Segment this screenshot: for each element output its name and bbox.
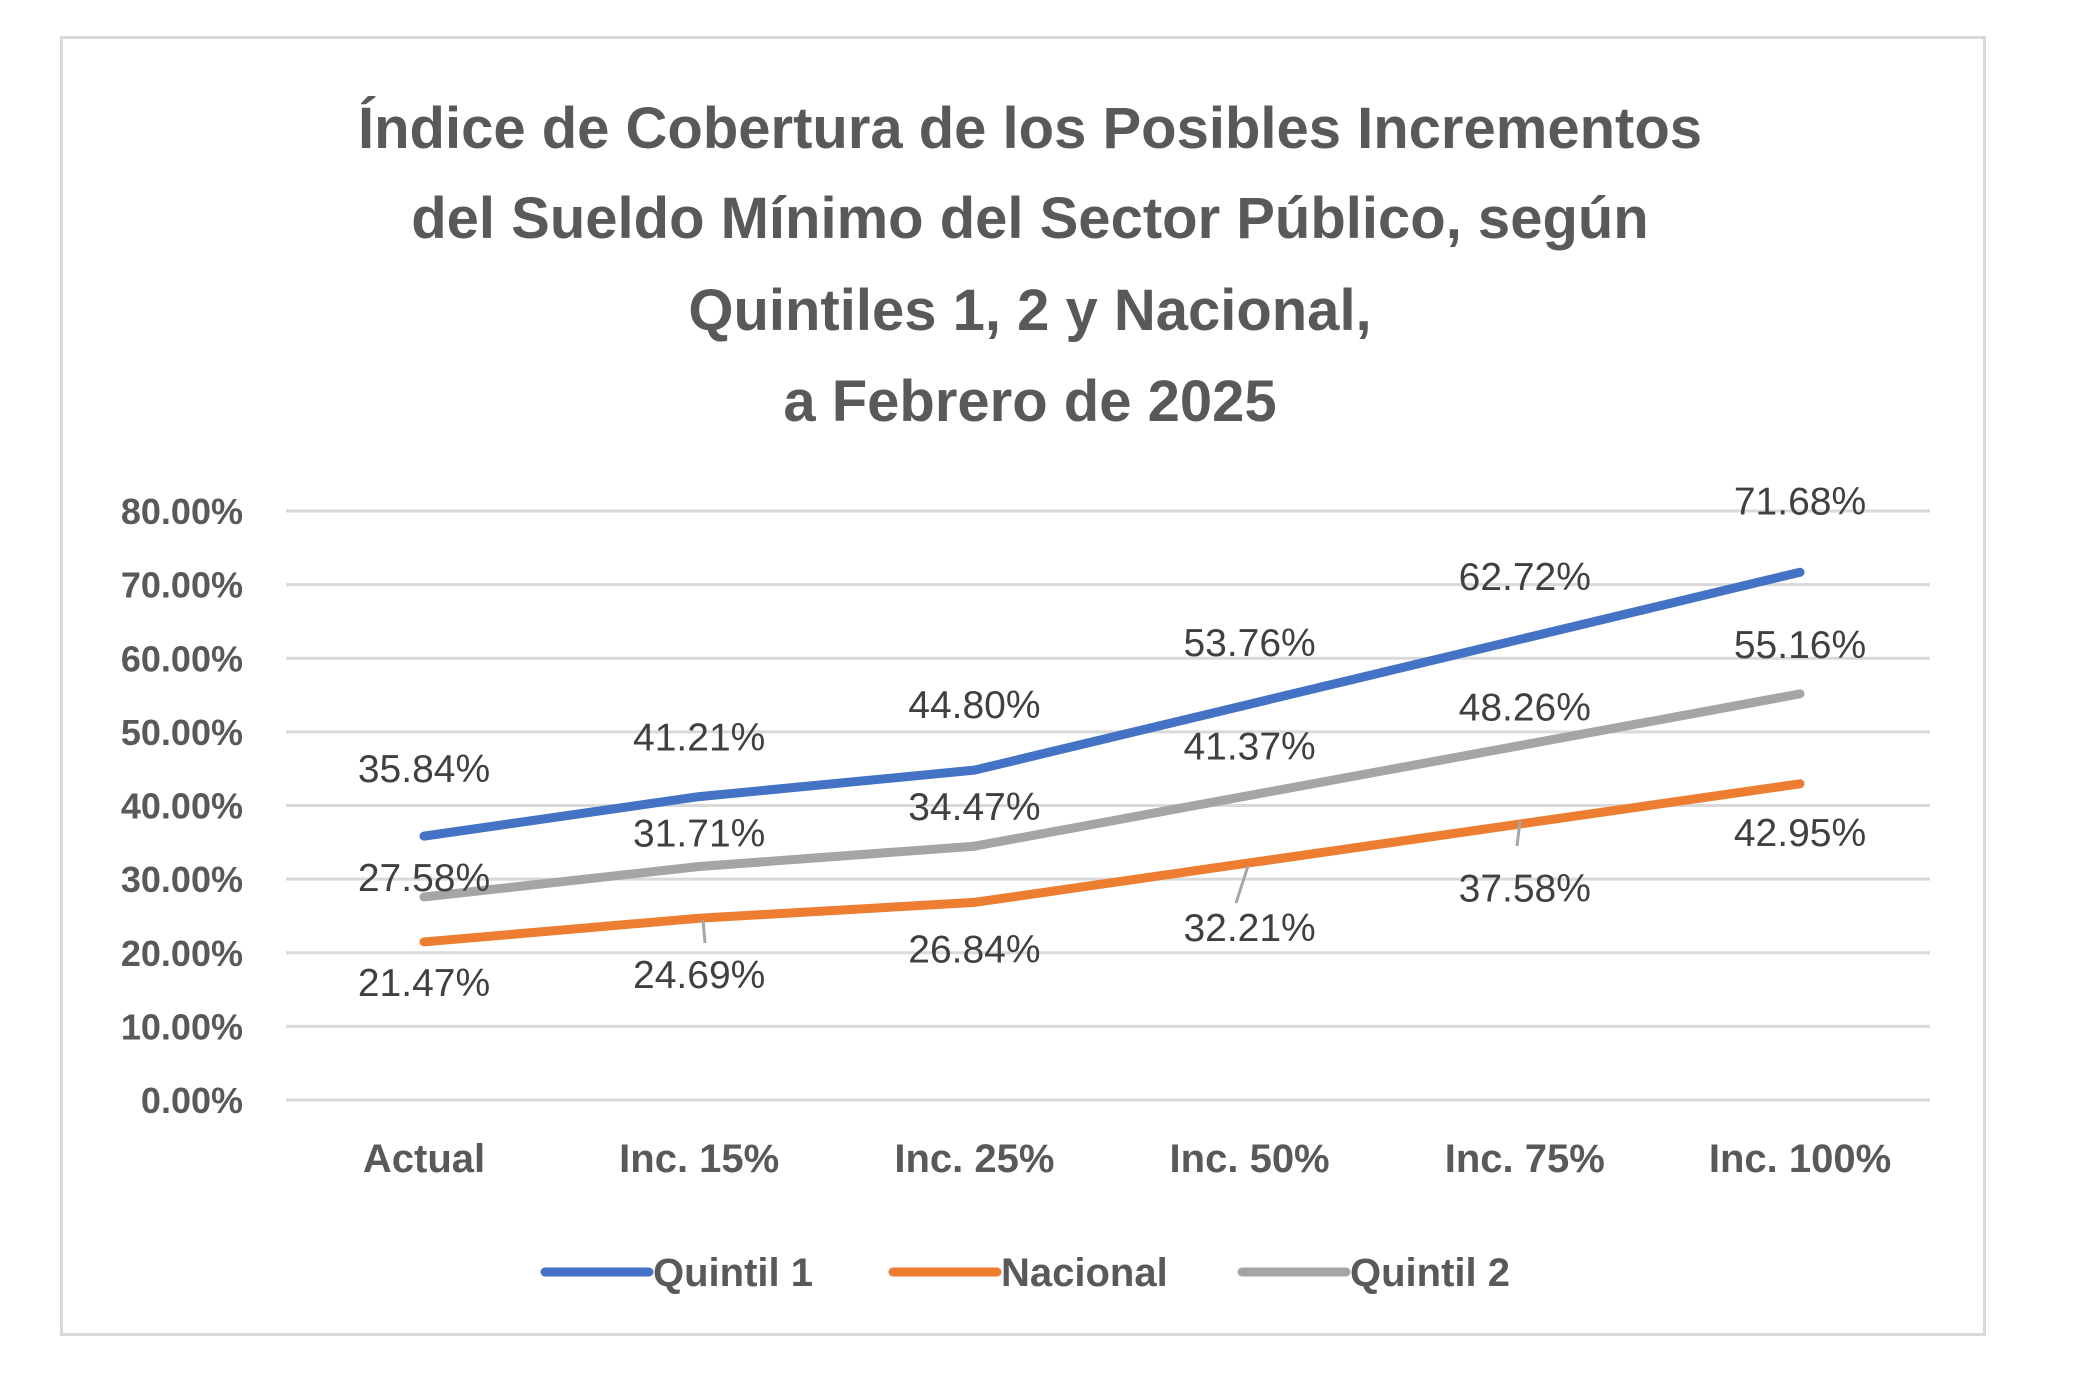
data-label-leader xyxy=(701,919,707,944)
data-label: 24.69% xyxy=(633,954,765,997)
data-label: 31.71% xyxy=(633,813,765,856)
x-tick-label: Inc. 25% xyxy=(894,1137,1054,1181)
data-label: 42.95% xyxy=(1734,812,1866,855)
data-label: 44.80% xyxy=(908,684,1040,727)
series-line-nacional xyxy=(419,779,1805,947)
legend: Quintil 1 Nacional Quintil 2 xyxy=(540,1251,1510,1295)
y-tick-label: 60.00% xyxy=(121,638,243,679)
x-tick-label: Actual xyxy=(363,1137,485,1181)
x-tick-label: Inc. 50% xyxy=(1170,1137,1330,1181)
chart-title-line-2: del Sueldo Mínimo del Sector Público, se… xyxy=(411,186,1648,251)
data-label: 41.37% xyxy=(1183,725,1315,768)
data-label: 41.21% xyxy=(633,717,765,760)
data-label: 71.68% xyxy=(1734,480,1866,523)
series-lines xyxy=(419,567,1805,947)
chart-title: Índice de Cobertura de los Posibles Incr… xyxy=(358,96,1702,434)
x-axis-ticks: Actual Inc. 15% Inc. 25% Inc. 50% Inc. 75% In… xyxy=(363,1137,1891,1181)
y-tick-label: 20.00% xyxy=(121,933,243,974)
chart-title-line-3: Quintiles 1, 2 y Nacional, xyxy=(688,278,1371,343)
chart-frame xyxy=(60,36,1986,1336)
data-label: 55.16% xyxy=(1734,624,1866,667)
data-label-leader xyxy=(1234,865,1250,904)
y-axis-ticks: 0.00% 10.00% 20.00% 30.00% 40.00% 50.00% 60.00… xyxy=(121,491,243,1121)
data-label: 37.58% xyxy=(1459,867,1591,910)
data-label: 35.84% xyxy=(358,748,490,791)
data-label: 48.26% xyxy=(1459,687,1591,730)
legend-label: Quintil 2 xyxy=(1350,1251,1510,1295)
chart-title-line-4: a Febrero de 2025 xyxy=(783,369,1276,434)
x-tick-label: Inc. 75% xyxy=(1445,1137,1605,1181)
y-tick-label: 40.00% xyxy=(121,786,243,827)
x-tick-label: Inc. 15% xyxy=(619,1137,779,1181)
y-tick-label: 10.00% xyxy=(121,1006,243,1047)
data-label: 62.72% xyxy=(1459,556,1591,599)
legend-label: Quintil 1 xyxy=(653,1251,813,1295)
data-labels: 35.84% 41.21% 44.80% 53.76% 62.72% 71.68% 21.4… xyxy=(358,480,1866,1005)
chart-title-line-1: Índice de Cobertura de los Posibles Incr… xyxy=(358,96,1702,161)
data-label: 34.47% xyxy=(908,786,1040,829)
gridlines xyxy=(286,509,1930,1102)
data-label: 26.84% xyxy=(908,928,1040,971)
y-tick-label: 80.00% xyxy=(121,491,243,532)
x-tick-label: Inc. 100% xyxy=(1709,1137,1891,1181)
data-label: 53.76% xyxy=(1183,622,1315,665)
data-label-leader xyxy=(1515,820,1522,847)
y-tick-label: 50.00% xyxy=(121,712,243,753)
series-line-quintil-2 xyxy=(419,689,1805,902)
y-tick-label: 0.00% xyxy=(141,1080,243,1121)
data-label: 27.58% xyxy=(358,857,490,900)
series-line-quintil-1 xyxy=(419,567,1805,841)
data-label: 21.47% xyxy=(358,962,490,1005)
y-tick-label: 30.00% xyxy=(121,859,243,900)
y-tick-label: 70.00% xyxy=(121,565,243,606)
legend-label: Nacional xyxy=(1001,1251,1168,1295)
data-label: 32.21% xyxy=(1183,907,1315,950)
